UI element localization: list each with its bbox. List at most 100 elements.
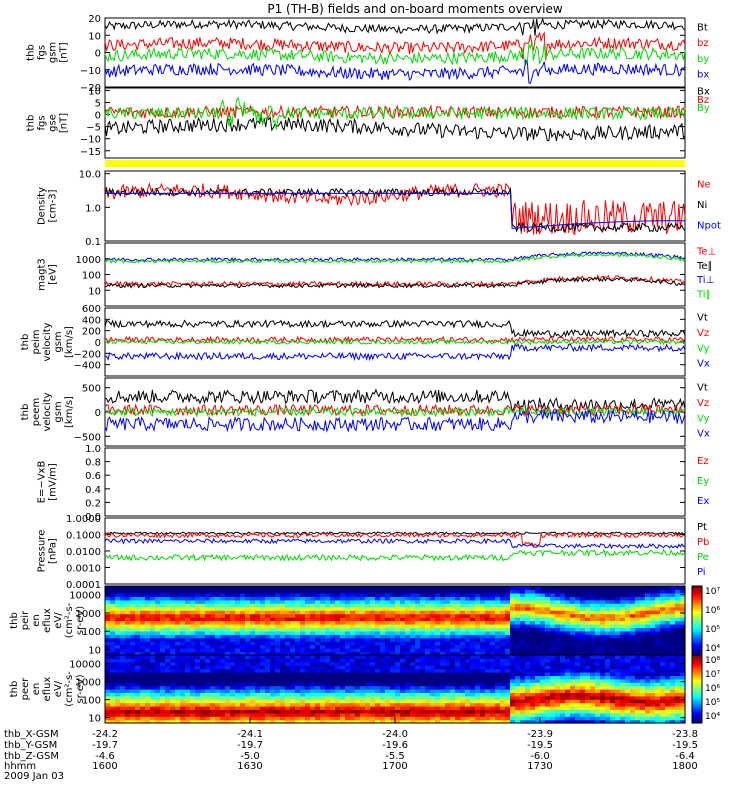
spectrogram-cell: [515, 692, 521, 697]
spectrogram-cell: [280, 719, 286, 724]
spectrogram-cell: [165, 599, 171, 604]
spectrogram-cell: [395, 682, 401, 687]
colorbar-segment: [692, 702, 702, 706]
spectrogram-cell: [615, 672, 621, 676]
spectrogram-cell: [390, 606, 396, 611]
spectrogram-cell: [345, 668, 351, 673]
spectrogram-cell: [295, 620, 301, 625]
spectrogram-cell: [495, 634, 501, 639]
spectrogram-cell: [475, 655, 481, 659]
spectrogram-cell: [540, 719, 546, 724]
legend-entry: Te∥: [696, 261, 713, 272]
spectrogram-cell: [445, 668, 451, 673]
spectrogram-cell: [630, 617, 636, 622]
spectrogram-cell: [550, 706, 556, 710]
spectrogram-cell: [460, 716, 466, 721]
spectrogram-cell: [290, 644, 296, 649]
spectrogram-cell: [225, 620, 231, 625]
spectrogram-cell: [565, 678, 571, 683]
spectrogram-cell: [630, 613, 636, 618]
y-tick-label: 10: [88, 286, 101, 297]
spectrogram-cell: [230, 589, 236, 594]
spectrogram-cell: [625, 596, 631, 601]
spectrogram-cell: [305, 655, 311, 659]
spectrogram-cell: [340, 689, 346, 693]
spectrogram-cell: [595, 592, 601, 597]
spectrogram-cell: [160, 672, 166, 676]
spectrogram-cell: [635, 620, 641, 625]
spectrogram-cell: [300, 689, 306, 693]
spectrogram-cell: [620, 658, 626, 663]
spectrogram-cell: [280, 637, 286, 642]
spectrogram-cell: [445, 716, 451, 721]
spectrogram-cell: [490, 709, 496, 714]
spectrogram-cell: [370, 610, 376, 615]
spectrogram-cell: [110, 712, 116, 717]
spectrogram-cell: [615, 692, 621, 697]
spectrogram-cell: [265, 685, 271, 690]
spectrogram-cell: [615, 610, 621, 615]
spectrogram-cell: [210, 675, 216, 680]
spectrogram-cell: [495, 630, 501, 635]
spectrogram-cell: [170, 617, 176, 622]
spectrogram-cell: [310, 634, 316, 639]
spectrogram-cell: [135, 644, 141, 649]
spectrogram-cell: [535, 709, 541, 714]
spectrogram-cell: [485, 648, 491, 653]
spectrogram-cell: [375, 692, 381, 697]
spectrogram-cell: [375, 651, 381, 656]
spectrogram-cell: [175, 716, 181, 721]
spectrogram-cell: [135, 586, 141, 591]
spectrogram-cell: [140, 648, 146, 653]
spectrogram-cell: [425, 702, 431, 707]
spectrogram-cell: [415, 641, 421, 646]
spectrogram-cell: [355, 709, 361, 714]
spectrogram-cell: [585, 623, 591, 628]
spectrogram-cell: [460, 692, 466, 697]
spectrogram-cell: [385, 599, 391, 604]
spectrogram-cell: [165, 658, 171, 663]
spectrogram-cell: [130, 655, 136, 659]
spectrogram-cell: [420, 702, 426, 707]
spectrogram-cell: [565, 596, 571, 601]
spectrogram-cell: [435, 634, 441, 639]
spectrogram-cell: [640, 685, 646, 690]
spectrogram-cell: [505, 644, 511, 649]
spectrogram-cell: [260, 689, 266, 693]
spectrogram-cell: [375, 637, 381, 642]
spectrogram-cell: [220, 695, 226, 700]
spectrogram-cell: [225, 596, 231, 601]
spectrogram-cell: [195, 613, 201, 618]
spectrogram-cell: [510, 719, 516, 724]
spectrogram-cell: [510, 699, 516, 704]
spectrogram-cell: [265, 665, 271, 670]
spectrogram-cell: [355, 613, 361, 618]
spectrogram-cell: [275, 712, 281, 717]
spectrogram-cell: [640, 603, 646, 608]
spectrogram-cell: [600, 603, 606, 608]
spectrogram-cell: [195, 672, 201, 676]
y-tick-label: 0.0010: [66, 564, 101, 575]
spectrogram-cell: [205, 661, 211, 666]
spectrogram-cell: [605, 668, 611, 673]
spectrogram-cell: [235, 641, 241, 646]
spectrogram-cell: [540, 709, 546, 714]
spectrogram-cell: [365, 606, 371, 611]
spectrogram-cell: [425, 682, 431, 687]
spectrogram-cell: [660, 668, 666, 673]
spectrogram-cell: [425, 675, 431, 680]
spectrogram-cell: [610, 716, 616, 721]
spectrogram-cell: [245, 651, 251, 656]
spectrogram-cell: [150, 661, 156, 666]
spectrogram-cell: [175, 678, 181, 683]
spectrogram-cell: [470, 672, 476, 676]
spectrogram-cell: [415, 648, 421, 653]
spectrogram-cell: [455, 596, 461, 601]
spectrogram-cell: [135, 695, 141, 700]
spectrogram-cell: [140, 644, 146, 649]
spectrogram-cell: [395, 716, 401, 721]
x-tick-label: 1800: [672, 761, 697, 772]
axis-label: thb: [20, 334, 31, 351]
spectrogram-cell: [580, 651, 586, 656]
spectrogram-cell: [635, 603, 641, 608]
